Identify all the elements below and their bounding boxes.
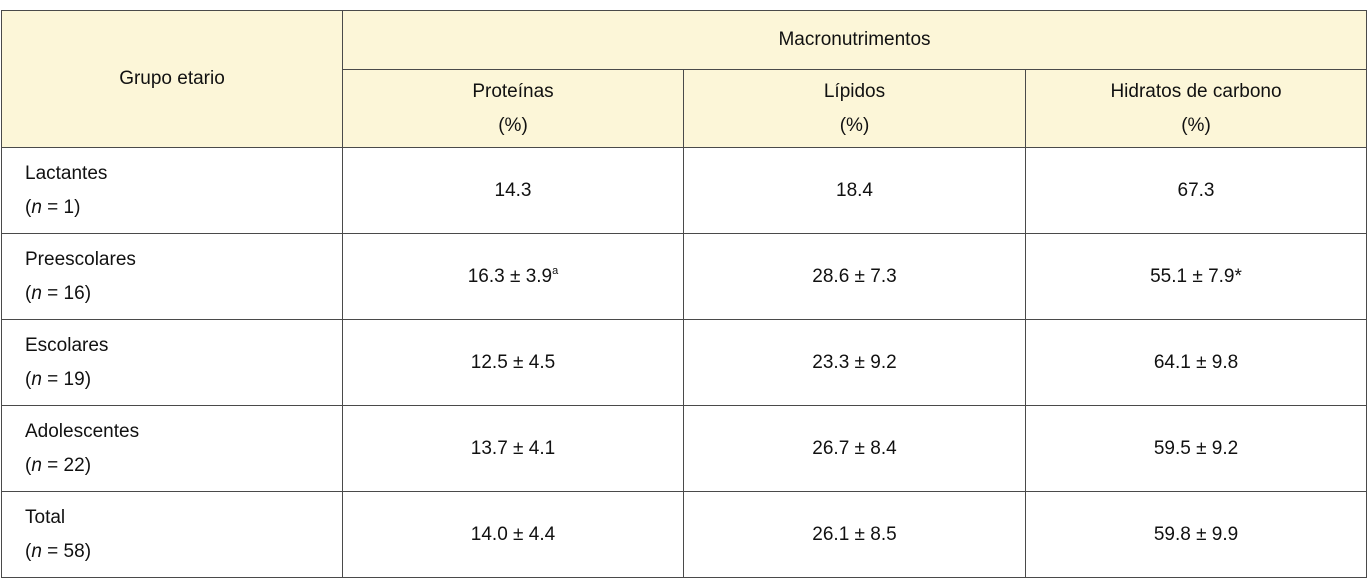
group-header: Macronutrimentos bbox=[778, 29, 931, 50]
sample-part: = 16) bbox=[41, 282, 92, 304]
value-cell: 55.1 ± 7.9* bbox=[1024, 233, 1367, 320]
value-cell: 59.8 ± 9.9 bbox=[1024, 491, 1367, 578]
column-unit: (%) bbox=[1181, 114, 1211, 136]
body-row: Escolares (n = 19) 12.5 ± 4.5 23.3 ± 9.2 64.… bbox=[1, 319, 1367, 406]
group-name: Adolescentes bbox=[25, 420, 140, 442]
sample-part: ( bbox=[25, 196, 32, 218]
macronutrient-table: Grupo etario Macronutrimentos Proteínas (… bbox=[1, 10, 1367, 578]
value-text: 13.7 ± 4.1 bbox=[470, 437, 556, 459]
group-cell: Adolescentes (n = 22) bbox=[1, 405, 343, 492]
value-text: 26.7 ± 8.4 bbox=[812, 437, 897, 459]
value-cell: 59.5 ± 9.2 bbox=[1024, 405, 1367, 492]
body-row: Lactantes (n = 1) 14.3 18.4 67.3 bbox=[1, 147, 1367, 234]
corner-cell: Grupo etario bbox=[1, 10, 343, 148]
sample-part: n bbox=[31, 368, 42, 390]
sample-size: (n = 1) bbox=[25, 191, 342, 225]
sample-part: ( bbox=[25, 282, 32, 304]
group-cell: Total (n = 58) bbox=[1, 491, 343, 578]
column-unit: (%) bbox=[498, 114, 528, 136]
value-text: 28.6 ± 7.3 bbox=[812, 265, 897, 287]
column-unit: (%) bbox=[839, 114, 870, 136]
table-body: Grupo etario Macronutrimentos Proteínas (… bbox=[1, 10, 1367, 578]
sample-size: (n = 22) bbox=[25, 449, 342, 483]
header-row: Proteínas (%) Lípidos (%) Hidratos de carbon… bbox=[2, 69, 1367, 148]
value-cell: 12.5 ± 4.5 bbox=[342, 319, 684, 406]
value-cell: 13.7 ± 4.1 bbox=[342, 405, 684, 492]
sample-part: n bbox=[31, 282, 42, 304]
value-footnote: a bbox=[552, 265, 559, 277]
group-header-cell: Macronutrimentos bbox=[341, 10, 1367, 70]
sample-part: ( bbox=[25, 368, 32, 390]
column-header-cell: Hidratos de carbono (%) bbox=[1024, 69, 1367, 148]
value-cell: 16.3 ± 3.9a bbox=[342, 233, 684, 320]
value-text: 14.0 ± 4.4 bbox=[470, 523, 556, 545]
body-row: Preescolares (n = 16) 16.3 ± 3.9a 28.6 ± 7.… bbox=[1, 233, 1367, 320]
sample-part: n bbox=[31, 454, 42, 476]
value-text: 59.8 ± 9.9 bbox=[1153, 523, 1239, 545]
group-name: Total bbox=[25, 506, 66, 528]
column-name: Hidratos de carbono bbox=[1110, 80, 1282, 102]
value-text: 26.1 ± 8.5 bbox=[812, 523, 897, 545]
value-text: 55.1 ± 7.9* bbox=[1150, 265, 1242, 287]
sample-part: = 22) bbox=[41, 454, 92, 476]
value-text: 23.3 ± 9.2 bbox=[812, 351, 897, 373]
value-cell: 18.4 bbox=[683, 147, 1026, 234]
body-row: Adolescentes (n = 22) 13.7 ± 4.1 26.7 ± 8.4… bbox=[1, 405, 1367, 492]
value-text: 14.3 bbox=[494, 179, 532, 201]
sample-size: (n = 16) bbox=[25, 277, 342, 311]
sample-part: n bbox=[31, 540, 42, 562]
value-cell: 14.0 ± 4.4 bbox=[342, 491, 684, 578]
sample-size: (n = 58) bbox=[25, 535, 342, 569]
column-name: Lípidos bbox=[823, 80, 886, 102]
group-name: Escolares bbox=[25, 334, 109, 356]
group-cell: Preescolares (n = 16) bbox=[1, 233, 343, 320]
value-text: 12.5 ± 4.5 bbox=[470, 351, 556, 373]
value-cell: 26.1 ± 8.5 bbox=[683, 491, 1026, 578]
value-cell: 26.7 ± 8.4 bbox=[683, 405, 1026, 492]
group-name: Lactantes bbox=[25, 162, 108, 184]
body-row: Total (n = 58) 14.0 ± 4.4 26.1 ± 8.5 59.8 ± … bbox=[1, 491, 1367, 578]
group-name: Preescolares bbox=[25, 248, 136, 270]
sample-part: ( bbox=[25, 540, 32, 562]
value-text: 18.4 bbox=[836, 179, 873, 201]
column-header-cell: Lípidos (%) bbox=[683, 69, 1026, 148]
value-cell: 28.6 ± 7.3 bbox=[683, 233, 1026, 320]
column-header-cell: Proteínas (%) bbox=[342, 69, 684, 148]
corner-label: Grupo etario bbox=[119, 68, 225, 89]
value-cell: 14.3 bbox=[342, 147, 684, 234]
value-cell: 64.1 ± 9.8 bbox=[1024, 319, 1367, 406]
sample-part: = 58) bbox=[41, 540, 92, 562]
header-row: Grupo etario Macronutrimentos bbox=[1, 10, 1367, 148]
sample-size: (n = 19) bbox=[25, 363, 342, 397]
column-name: Proteínas bbox=[472, 80, 554, 102]
value-text: 59.5 ± 9.2 bbox=[1153, 437, 1239, 459]
value-text: 64.1 ± 9.8 bbox=[1153, 351, 1239, 373]
value-text: 16.3 ± 3.9 bbox=[467, 266, 553, 287]
group-cell: Escolares (n = 19) bbox=[1, 319, 343, 406]
sample-part: = 1) bbox=[41, 196, 81, 218]
sample-part: n bbox=[31, 196, 42, 218]
sample-part: = 19) bbox=[41, 368, 92, 390]
value-cell: 23.3 ± 9.2 bbox=[683, 319, 1026, 406]
group-cell: Lactantes (n = 1) bbox=[1, 147, 343, 234]
sample-part: ( bbox=[25, 454, 32, 476]
value-cell: 67.3 bbox=[1024, 147, 1367, 234]
value-text: 67.3 bbox=[1177, 179, 1215, 201]
